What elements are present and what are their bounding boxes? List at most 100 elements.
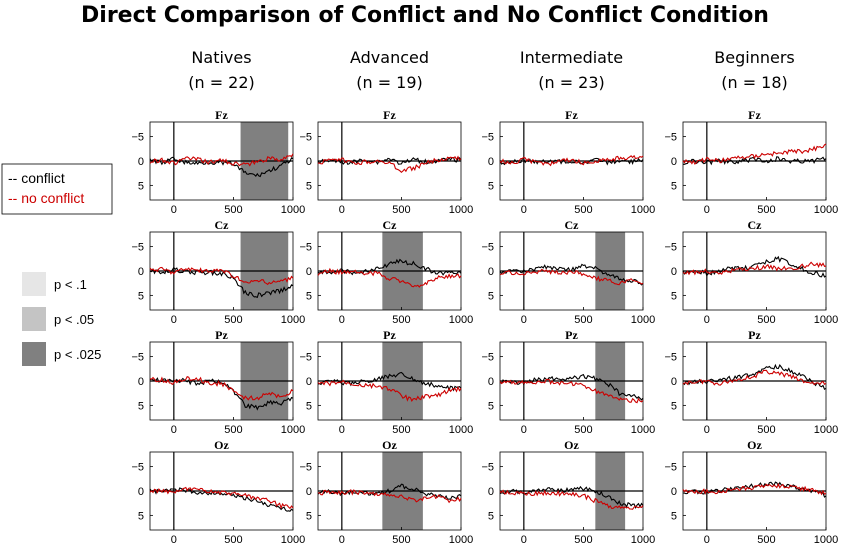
y-tick-label: 5	[671, 290, 677, 302]
conflict-line	[317, 371, 462, 392]
x-tick-label: 1000	[631, 314, 655, 326]
x-tick-label: 500	[757, 204, 775, 216]
y-tick-label: 0	[671, 376, 677, 388]
x-tick-label: 1000	[281, 314, 305, 326]
y-tick-label: 0	[306, 486, 312, 498]
x-tick-label: 500	[757, 424, 775, 436]
x-tick-label: 1000	[814, 204, 838, 216]
no-conflict-line	[149, 153, 294, 167]
x-tick-label: 1000	[814, 314, 838, 326]
group-n-intermediate: (n = 23)	[538, 73, 605, 92]
sig-swatch-3	[22, 342, 46, 366]
panel-natives-fz: Fz −5 0 5 0 500 1000	[131, 108, 305, 216]
no-conflict-line	[499, 268, 644, 286]
x-tick-label: 0	[171, 534, 177, 545]
group-name-beginners: Beginners	[714, 48, 794, 67]
x-tick-label: 0	[704, 204, 710, 216]
y-tick-label: 5	[138, 400, 144, 412]
no-conflict-line	[149, 376, 294, 401]
channel-label: Fz	[215, 108, 228, 122]
sig-swatch-2	[22, 307, 46, 331]
panel-intermediate-fz: Fz −5 0 5 0 500 1000	[481, 108, 655, 216]
channel-label: Cz	[748, 218, 763, 232]
x-tick-label: 0	[521, 204, 527, 216]
channel-label: Cz	[383, 218, 398, 232]
channel-label: Fz	[565, 108, 578, 122]
y-tick-label: −5	[664, 132, 677, 144]
x-tick-label: 500	[574, 534, 592, 545]
y-tick-label: 5	[671, 400, 677, 412]
x-tick-label: 1000	[281, 204, 305, 216]
y-tick-label: −5	[664, 462, 677, 474]
channel-label: Oz	[564, 438, 579, 452]
y-tick-label: 5	[488, 290, 494, 302]
no-conflict-line	[499, 378, 644, 404]
y-tick-label: −5	[299, 132, 312, 144]
x-tick-label: 500	[574, 424, 592, 436]
figure-title: Direct Comparison of Conflict and No Con…	[81, 3, 769, 28]
no-conflict-line	[682, 143, 827, 165]
conflict-line	[682, 363, 827, 391]
x-tick-label: 0	[339, 204, 345, 216]
y-tick-label: 5	[306, 290, 312, 302]
channel-label: Pz	[748, 328, 761, 342]
conflict-line	[149, 487, 294, 512]
sig-label-1: p < .1	[54, 277, 87, 292]
conflict-line	[682, 255, 827, 278]
y-tick-label: 5	[488, 180, 494, 192]
y-tick-label: 0	[671, 486, 677, 498]
channel-label: Oz	[747, 438, 762, 452]
y-tick-label: 0	[488, 486, 494, 498]
no-conflict-line	[499, 489, 644, 510]
no-conflict-line	[682, 261, 827, 276]
no-conflict-line	[149, 266, 294, 286]
y-tick-label: −5	[131, 462, 144, 474]
x-tick-label: 0	[521, 534, 527, 545]
sig-label-2: p < .05	[54, 312, 94, 327]
no-conflict-line	[317, 379, 462, 403]
x-tick-label: 500	[392, 424, 410, 436]
x-tick-label: 1000	[449, 534, 473, 545]
y-tick-label: 0	[306, 376, 312, 388]
y-tick-label: −5	[481, 242, 494, 254]
x-tick-label: 1000	[449, 204, 473, 216]
no-conflict-line	[149, 486, 294, 510]
panel-advanced-oz: Oz −5 0 5 0 500 1000	[299, 438, 473, 545]
sig-label-3: p < .025	[54, 347, 101, 362]
no-conflict-line	[682, 369, 827, 386]
channel-label: Fz	[748, 108, 761, 122]
y-tick-label: 5	[306, 400, 312, 412]
y-tick-label: 5	[488, 510, 494, 522]
y-tick-label: −5	[299, 352, 312, 364]
x-tick-label: 500	[392, 314, 410, 326]
no-conflict-line	[682, 482, 827, 496]
y-tick-label: 0	[671, 266, 677, 278]
legend-no-conflict: -- no conflict	[8, 190, 84, 206]
y-tick-label: 0	[488, 376, 494, 388]
channel-label: Oz	[214, 438, 229, 452]
panel-advanced-cz: Cz −5 0 5 0 500 1000	[299, 218, 473, 326]
no-conflict-line	[317, 489, 462, 504]
group-n-beginners: (n = 18)	[721, 73, 788, 92]
channel-label: Oz	[382, 438, 397, 452]
x-tick-label: 500	[224, 424, 242, 436]
x-tick-label: 500	[392, 204, 410, 216]
x-tick-label: 0	[339, 314, 345, 326]
conflict-line	[499, 485, 644, 509]
y-tick-label: 0	[488, 266, 494, 278]
y-tick-label: 5	[138, 290, 144, 302]
x-tick-label: 0	[339, 534, 345, 545]
y-tick-label: 5	[671, 510, 677, 522]
y-tick-label: −5	[299, 242, 312, 254]
y-tick-label: −5	[664, 242, 677, 254]
panel-natives-cz: Cz −5 0 5 0 500 1000	[131, 218, 305, 326]
y-tick-label: 0	[138, 486, 144, 498]
x-tick-label: 0	[704, 314, 710, 326]
no-conflict-line	[317, 155, 462, 174]
y-tick-label: 5	[671, 180, 677, 192]
x-tick-label: 0	[521, 424, 527, 436]
conflict-line	[317, 157, 462, 166]
y-tick-label: 0	[138, 266, 144, 278]
